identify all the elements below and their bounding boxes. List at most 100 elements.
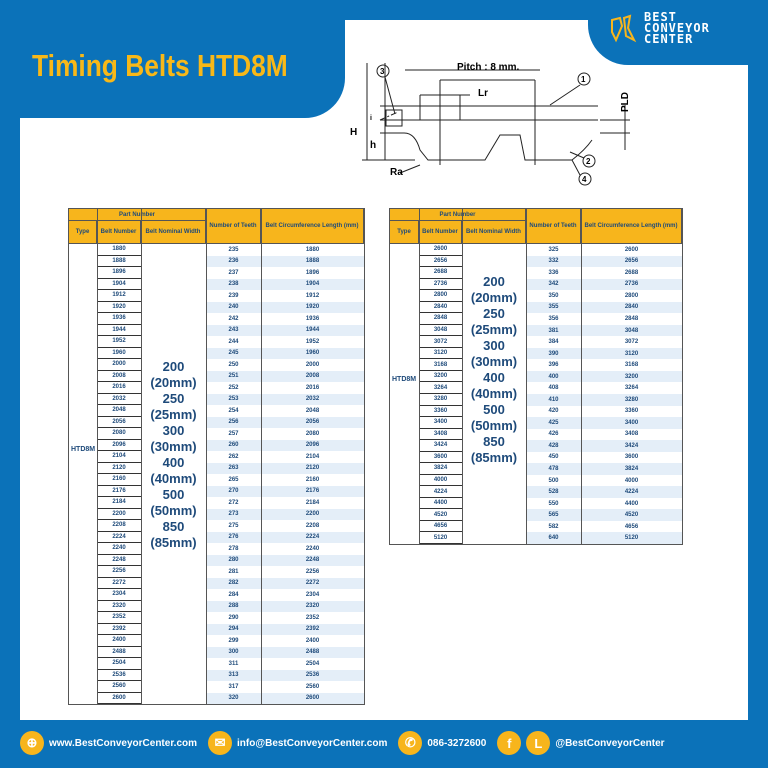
mail-icon: ✉ [208,731,233,755]
belt-number-cell: 4224 [419,486,462,498]
belt-number-cell: 2008 [97,371,141,382]
length-cell: 2056 [261,416,364,428]
teeth-cell: 317 [228,683,239,690]
belt-number-cell: 2048 [97,405,141,417]
belt-number-cell: 3120 [419,348,462,360]
header-teeth: Number of Teeth [206,209,261,244]
nominal-width-value: 200 [162,359,185,374]
length-cell: 2200 [261,508,364,520]
teeth-cell: 528 [526,486,581,498]
h-lower-label: h [370,140,376,151]
length-cell: 1912 [305,292,320,299]
teeth-cell: 238 [206,278,261,290]
line-icon[interactable]: L [526,731,551,755]
teeth-cell: 550 [548,500,559,507]
belt-number-cell: 2032 [97,394,141,405]
h-upper-label: H [350,127,357,138]
column-divider [462,209,463,544]
length-cell: 3072 [624,339,639,346]
nominal-width-value: 300 [483,338,505,353]
belt-number-cell: 2840 [419,302,462,314]
teeth-cell: 425 [526,417,581,429]
nominal-width-value: (85mm) [150,535,197,550]
belt-number-cell: 2184 [97,497,141,509]
phone-number[interactable]: 086-3272600 [427,737,487,749]
belt-number-cell: 4000 [419,475,462,487]
teeth-cell: 288 [206,600,261,612]
length-cell: 3264 [624,385,639,392]
teeth-cell: 336 [548,269,559,276]
logo: BEST CONVEYOR CENTER [608,11,710,45]
teeth-cell: 254 [228,407,239,414]
length-cell: 2184 [305,499,320,506]
email-link[interactable]: info@BestConveyorCenter.com [237,737,388,749]
ra-label: Ra [390,167,403,178]
column-divider [419,209,420,544]
belt-number-cell: 1880 [97,244,141,256]
length-cell: 1920 [261,301,364,313]
i-label: i [370,115,372,122]
header-belt-number: Belt Number [97,221,141,244]
belt-number-cell: 2688 [419,267,462,279]
belt-number-cell: 2224 [97,532,141,543]
belt-number-cell: 2056 [97,417,141,428]
belt-number-cell: 1896 [97,267,141,279]
length-cell: 2392 [261,623,364,635]
length-cell: 1888 [261,255,364,267]
belt-number-cell: 2176 [97,486,141,497]
length-cell: 2504 [305,660,320,667]
belt-number-cell: 2200 [97,509,141,520]
website-link[interactable]: www.BestConveyorCenter.com [49,737,198,749]
header-part-number: Part Number [69,209,206,221]
length-cell: 2536 [261,669,364,681]
belt-number-cell: 2352 [97,612,141,624]
nominal-width-value: 850 [483,434,505,449]
teeth-cell: 280 [206,554,261,566]
pld-label: PLD [620,92,631,112]
length-cell: 2208 [305,522,320,529]
length-cell: 1952 [305,338,320,345]
belt-table-right: Part Number Type Belt Number Belt Nominal W… [389,208,683,545]
teeth-cell: 240 [206,301,261,313]
nominal-width-value: (30mm) [150,439,197,454]
belt-number-cell: 4656 [419,521,462,533]
teeth-cell: 253 [206,393,261,405]
belt-number-cell: 2096 [97,440,141,451]
length-cell: 4000 [624,477,639,484]
teeth-cell: 428 [526,440,581,452]
belt-number-cell: 3280 [419,394,462,406]
nominal-width-value: (40mm) [470,386,518,401]
header-length: Belt Circumference Length (mm) [581,209,682,244]
teeth-cell: 236 [206,255,261,267]
column-divider [206,209,207,704]
length-cell: 3200 [581,370,682,383]
teeth-cell: 325 [548,246,559,253]
phone-icon: ✆ [398,731,423,755]
nominal-width-value: (40mm) [150,471,197,486]
length-cell: 2032 [261,393,364,405]
teeth-cell: 272 [228,499,239,506]
length-cell: 2096 [261,439,364,451]
length-cell: 1904 [261,278,364,290]
nominal-width-value: (20mm) [470,290,518,305]
callout-4: 4 [582,175,587,184]
column-divider [261,209,262,704]
length-cell: 2176 [261,485,364,497]
length-cell: 4224 [581,486,682,498]
teeth-cell: 355 [526,301,581,314]
teeth-cell: 420 [548,408,559,415]
footer: ⊕ www.BestConveyorCenter.com ✉ info@BestCo… [20,728,748,758]
logo-text-conveyor: CONVEYOR [644,21,710,35]
length-cell: 2008 [261,370,364,382]
teeth-cell: 384 [548,339,559,346]
belt-number-cell: 2248 [97,555,141,566]
belt-number-cell: 2560 [97,681,141,693]
facebook-icon[interactable]: f [497,731,522,755]
teeth-cell: 396 [548,362,559,369]
belt-number-cell: 3424 [419,440,462,452]
length-cell: 3424 [581,440,682,452]
nominal-width-value: 400 [483,370,505,385]
teeth-cell: 257 [228,430,239,437]
belt-number-cell: 2504 [97,658,141,670]
belt-number-cell: 2400 [97,635,141,647]
